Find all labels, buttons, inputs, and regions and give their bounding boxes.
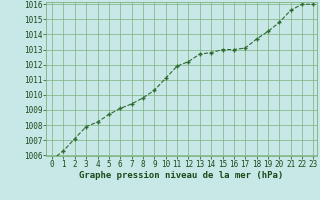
X-axis label: Graphe pression niveau de la mer (hPa): Graphe pression niveau de la mer (hPa) [79,171,284,180]
